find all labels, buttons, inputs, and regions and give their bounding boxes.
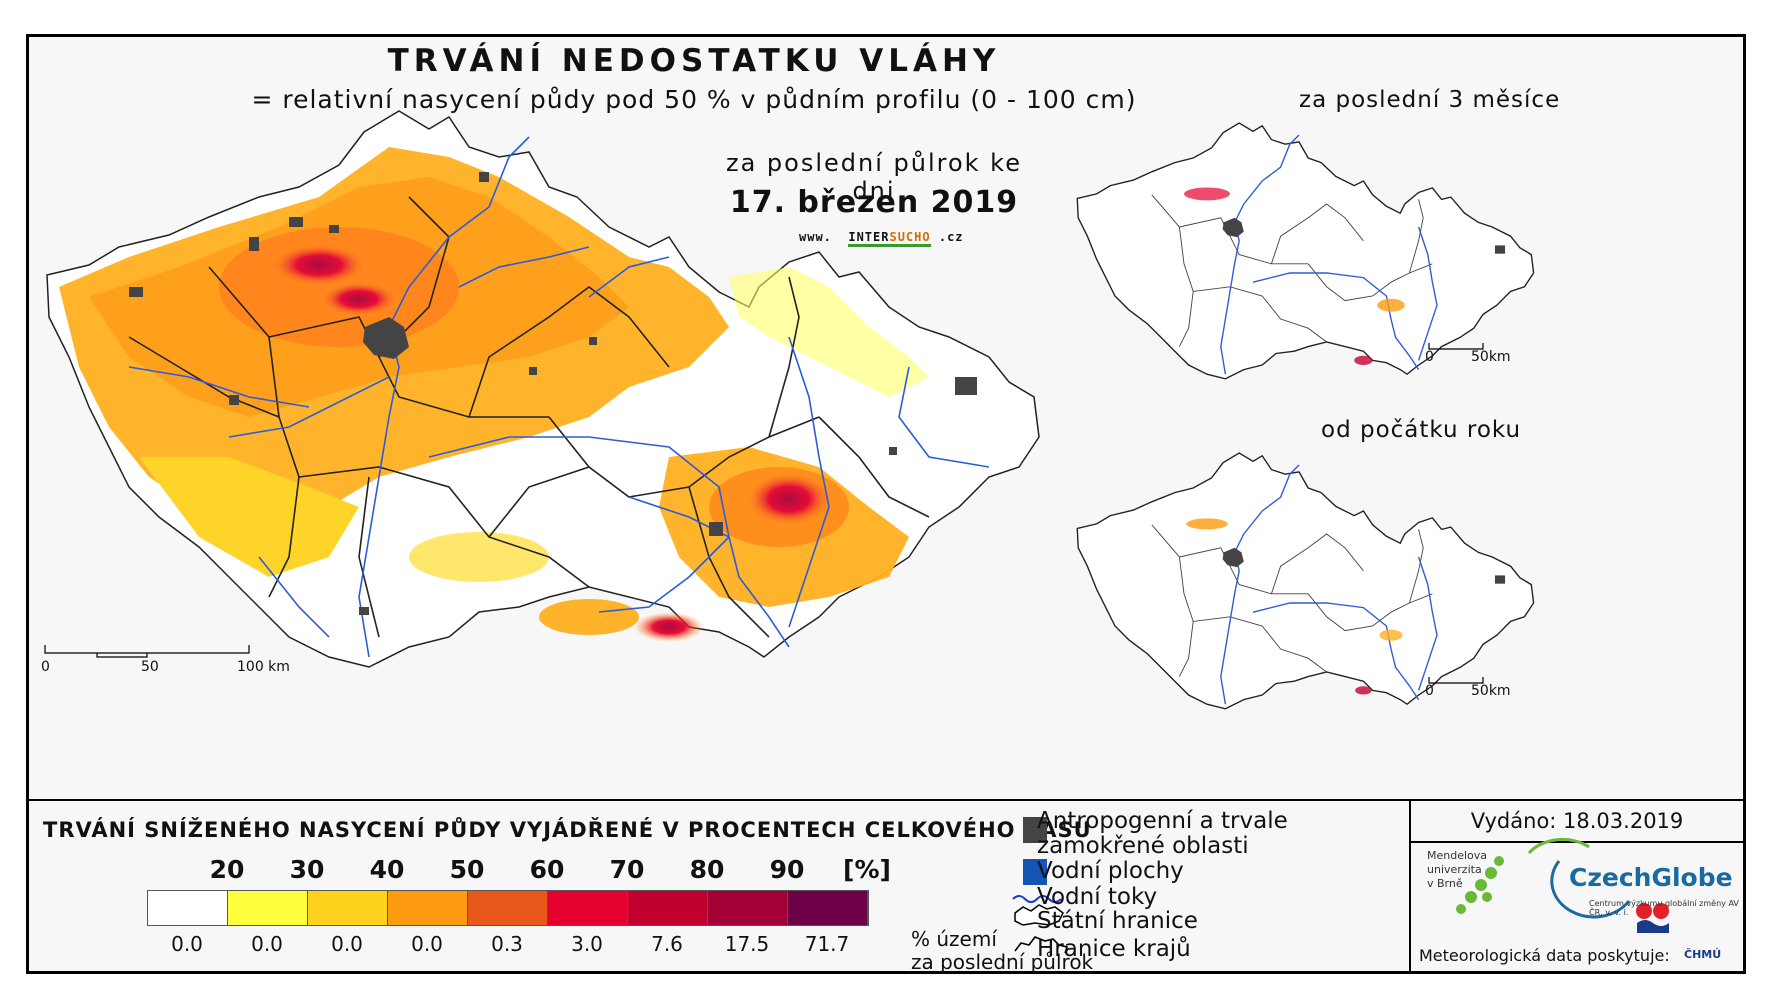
inset2-scale-bar: [1428, 677, 1484, 684]
legend-color-swatch: [228, 891, 308, 925]
legend-state-border-label: Státní hranice: [1037, 908, 1198, 934]
mendel-dots-icon: [1456, 856, 1504, 914]
inset1-label: za poslední 3 měsíce: [1299, 87, 1561, 113]
legend-color-swatch: [148, 891, 228, 925]
legend-color-swatch: [788, 891, 868, 925]
legend-river-label: Vodní toky: [1037, 884, 1158, 910]
legend-class-label: 70: [609, 855, 645, 884]
legend-percentage-value: 7.6: [651, 932, 683, 956]
legend-class-label: 90: [769, 855, 805, 884]
legend-class-label: 80: [689, 855, 725, 884]
pct-unit-line1: % území: [911, 927, 997, 951]
map-subtitle: = relativní nasycení půdy pod 50 % v půd…: [251, 85, 1137, 114]
inset-map-3-months: [1076, 122, 1535, 380]
legend-class-label: [%]: [843, 855, 891, 884]
legend-percentage-value: 0.0: [331, 932, 363, 956]
mendel-l1: Mendelova: [1427, 849, 1488, 862]
website-brand: INTERSUCHO: [848, 230, 931, 247]
date-text: 17. březen 2019: [729, 185, 1019, 220]
urban-label-line1: Antropogenní a trvale: [1037, 808, 1288, 834]
legend-color-swatch: [308, 891, 388, 925]
inset2-scale-50: 50km: [1471, 683, 1511, 699]
legend-color-bar: [147, 890, 869, 926]
czechglobe-arc2-icon: [1527, 837, 1590, 855]
website-brand-a: INTER: [848, 230, 890, 244]
legend-percentage-value: 0.0: [411, 932, 443, 956]
website-prefix: www.: [799, 230, 832, 244]
chmu-logo-icon: [1636, 903, 1669, 933]
map-title: TRVÁNÍ NEDOSTATKU VLÁHY: [387, 43, 1001, 79]
legend-percentage-value: 0.0: [171, 932, 203, 956]
inset1-scale-bar: [1428, 343, 1484, 350]
main-map-region-borders: [128, 196, 930, 638]
legend-class-label: 20: [209, 855, 245, 884]
inset2-label: od počátku roku: [1321, 417, 1522, 443]
legend-class-label: 30: [289, 855, 325, 884]
legend-color-swatch: [628, 891, 708, 925]
meteo-credit: Meteorologická data poskytuje:: [1419, 946, 1670, 965]
legend-water-label: Vodní plochy: [1037, 858, 1184, 884]
state-border-icon: [1014, 904, 1064, 926]
legend-pct-unit: % území za poslední půlrok: [911, 928, 1093, 974]
water-square-icon: [1023, 859, 1047, 885]
legend-title: TRVÁNÍ SNÍŽENÉHO NASYCENÍ PŮDY VYJÁDŘENÉ…: [43, 818, 1092, 842]
legend-percentage-value: 3.0: [571, 932, 603, 956]
website-brand-b: SUCHO: [889, 230, 931, 244]
main-scale-bar: [44, 645, 250, 658]
issued-date: Vydáno: 18.03.2019: [1470, 809, 1684, 833]
period-text: za poslední půlrok ke dni: [725, 149, 1022, 205]
website-link[interactable]: www. INTERSUCHO .cz: [799, 230, 964, 247]
mendel-l2: univerzita: [1427, 863, 1482, 876]
legend-percentage-value: 71.7: [804, 932, 850, 956]
main-map-urban: [129, 172, 977, 615]
map-frame: TRVÁNÍ NEDOSTATKU VLÁHY = relativní nasy…: [26, 34, 1746, 974]
legend-region-border-label: Hranice krajů: [1037, 936, 1191, 962]
legend-percentage-value: 0.3: [491, 932, 523, 956]
river-line-icon: [1012, 895, 1062, 903]
map-area: TRVÁNÍ NEDOSTATKU VLÁHY = relativní nasy…: [29, 37, 1743, 799]
legend-class-label: 60: [529, 855, 565, 884]
legend-color-swatch: [468, 891, 548, 925]
inset2-scale-0: 0: [1425, 683, 1434, 699]
main-scale-50: 50: [141, 659, 159, 675]
legend-class-label: 50: [449, 855, 485, 884]
inset1-scale-0: 0: [1425, 349, 1434, 365]
mendel-l3: v Brně: [1427, 877, 1463, 890]
czechglobe-name: CzechGlobe: [1569, 863, 1733, 892]
main-scale-0: 0: [41, 659, 50, 675]
chmu-label: ČHMÚ: [1684, 948, 1722, 961]
urban-label-line2: zamokřené oblasti: [1037, 833, 1249, 859]
logo-graphics: [1456, 837, 1669, 933]
legend-urban-label: Antropogenní a trvale zamokřené oblasti: [1037, 809, 1288, 859]
inset1-scale-50: 50km: [1471, 349, 1511, 365]
czechglobe-arc-icon: [1550, 860, 1631, 919]
pct-unit-line2: za poslední půlrok: [911, 950, 1094, 974]
legend-divider: [1409, 801, 1411, 973]
region-border-icon: [1014, 936, 1069, 954]
legend-panel: TRVÁNÍ SNÍŽENÉHO NASYCENÍ PŮDY VYJÁDŘENÉ…: [29, 799, 1743, 974]
legend-percentage-value: 0.0: [251, 932, 283, 956]
czechglobe-sub: Centrum výzkumu globální změny AV ČR, v.…: [1589, 899, 1739, 917]
legend-color-swatch: [548, 891, 628, 925]
legend-color-swatch: [708, 891, 788, 925]
website-suffix: .cz: [938, 230, 964, 244]
legend-class-label: 40: [369, 855, 405, 884]
mendel-logo: Mendelova univerzita v Brně: [1427, 849, 1487, 891]
legend-color-swatch: [388, 891, 468, 925]
main-scale-100: 100 km: [237, 659, 290, 675]
legend-line-symbols: [1012, 895, 1069, 954]
urban-square-icon: [1023, 817, 1047, 843]
map-graphics: [44, 110, 1535, 710]
inset-map-since-year-start: [1076, 452, 1535, 710]
legend-percentage-value: 17.5: [724, 932, 770, 956]
